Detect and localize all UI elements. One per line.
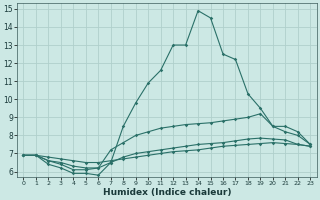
X-axis label: Humidex (Indice chaleur): Humidex (Indice chaleur) — [103, 188, 231, 197]
